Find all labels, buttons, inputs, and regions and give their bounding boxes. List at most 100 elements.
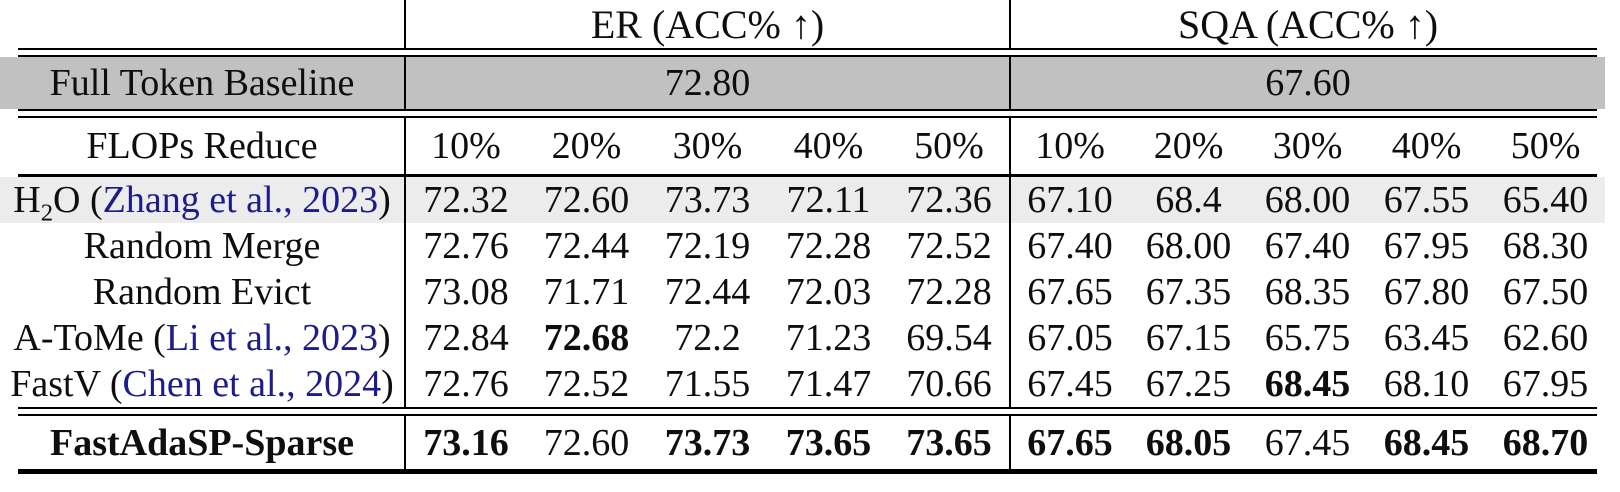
er-value-cell: 72.28 [906,271,992,313]
sqa-value-cell: 67.65 [1009,269,1130,315]
method-name-text: A-ToMe ( [13,317,166,359]
sqa-value-cell: 67.45 [1264,421,1351,464]
sqa-value-cell: 68.00 [1264,179,1351,221]
results-table: ER (ACC% ↑) SQA (ACC% ↑) Full Token Base… [0,0,1606,474]
single-rule [0,174,1605,177]
method-row-fastadasp-sparse: FastAdaSP-Sparse 73.16 72.60 73.73 73.65 73.6… [0,416,1605,469]
er-value-cell: 73.65 [785,421,872,464]
citation-link[interactable]: Li et al., 2023 [165,317,378,359]
method-label: FastAdaSP-Sparse [49,421,355,464]
method-row-h2o: H2O (Zhang et al., 2023) 72.32 72.60 73.73 7… [0,177,1606,223]
er-value-cell: 73.65 [906,421,992,464]
sqa-value-cell: 67.10 [1009,177,1130,223]
sqa-value-cell: 68.45 [1264,363,1351,405]
method-row-random-evict: Random Evict 73.08 71.71 72.44 72.03 72.28 67.… [0,269,1605,315]
baseline-er-value: 72.80 [403,57,1011,109]
er-value-cell: 70.66 [906,363,992,405]
er-section-header: ER (ACC% ↑) [403,0,1011,48]
sqa-value-cell: 68.70 [1502,421,1589,464]
method-name-text: Random Merge [83,225,321,267]
sqa-value-cell: 68.00 [1145,225,1232,267]
corner-empty-cell [0,0,405,48]
sqa-section-header: SQA (ACC% ↑) [1009,0,1606,48]
sqa-flops-level: 10% [1009,118,1130,174]
er-value-cell: 72.19 [664,225,751,267]
sqa-value-cell: 68.35 [1264,271,1351,313]
er-value-cell: 71.47 [785,363,872,405]
er-flops-level: 30% [672,125,743,167]
er-flops-level: 10% [404,118,526,174]
sqa-value-cell: 67.45 [1009,361,1130,407]
er-value-cell: 71.55 [664,363,751,405]
sqa-value-cell: 68.05 [1145,421,1232,464]
citation-link[interactable]: Zhang et al., 2023 [102,179,379,221]
method-row-random-merge: Random Merge 72.76 72.44 72.19 72.28 72.52 67.… [0,223,1605,269]
sqa-value-cell: 67.25 [1145,363,1232,405]
method-name-text: ) [378,179,391,221]
sqa-value-cell: 67.15 [1145,317,1232,359]
citation-link[interactable]: Chen et al., 2024 [122,363,382,405]
method-name-text: ) [377,317,391,359]
method-name-text: O ( [53,179,103,221]
er-flops-level: 40% [793,125,864,167]
sqa-flops-level: 30% [1272,125,1343,167]
sqa-value-cell: 68.4 [1155,179,1222,221]
er-value-cell: 72.44 [664,271,751,313]
method-label: H2O (Zhang et al., 2023) [0,177,405,223]
er-value-cell: 72.52 [906,225,992,267]
sqa-flops-level: 50% [1510,125,1581,167]
sqa-value-cell: 68.10 [1383,363,1470,405]
er-value-cell: 72.2 [674,317,741,359]
baseline-row: Full Token Baseline 72.80 67.60 [0,57,1606,109]
method-row-fastv: FastV (Chen et al., 2024) 72.76 72.52 71.55… [0,361,1605,407]
flops-header-row: FLOPs Reduce 10% 20% 30% 40% 50% 10% 20%… [0,118,1605,174]
er-value-cell: 72.76 [404,361,526,407]
er-value-cell: 72.84 [404,315,526,361]
baseline-sqa-value: 67.60 [1009,57,1606,109]
sqa-value-cell: 67.05 [1009,315,1130,361]
er-value-cell: 72.03 [785,271,872,313]
sqa-value-cell: 65.75 [1264,317,1351,359]
er-value-cell: 72.32 [404,177,526,223]
er-value-cell: 72.68 [543,317,630,359]
er-value-cell: 72.76 [404,223,526,269]
er-value-cell: 69.54 [906,317,992,359]
sqa-value-cell: 67.95 [1502,363,1589,405]
er-value-cell: 73.73 [664,179,751,221]
sqa-value-cell: 68.30 [1502,225,1589,267]
er-value-cell: 72.44 [543,225,630,267]
method-label: Random Merge [0,223,405,269]
method-name-text: 2 [40,199,54,223]
er-value-cell: 72.60 [543,421,630,464]
method-name-text: Random Evict [92,271,312,313]
er-value-cell: 72.52 [543,363,630,405]
sqa-value-cell: 62.60 [1502,317,1589,359]
er-value-cell: 72.11 [786,179,871,221]
er-flops-level: 50% [914,125,984,167]
section-header-row: ER (ACC% ↑) SQA (ACC% ↑) [0,0,1606,48]
sqa-value-cell: 67.35 [1145,271,1232,313]
double-rule [0,407,1605,416]
sqa-value-cell: 67.55 [1383,179,1470,221]
sqa-value-cell: 65.40 [1502,179,1589,221]
method-name-text: FastV ( [10,363,123,405]
sqa-value-cell: 67.40 [1009,223,1130,269]
method-name-text: ) [381,363,394,405]
sqa-value-cell: 67.40 [1264,225,1351,267]
flops-reduce-label: FLOPs Reduce [86,125,318,167]
er-value-cell: 73.73 [664,421,751,464]
method-label: Random Evict [0,269,405,315]
er-value-cell: 72.60 [543,179,630,221]
er-value-cell: 71.71 [543,271,630,313]
double-rule [0,48,1605,57]
er-value-cell: 72.28 [785,225,872,267]
sqa-flops-level: 20% [1153,125,1224,167]
er-value-cell: 73.16 [404,416,526,469]
sqa-value-cell: 67.50 [1502,271,1589,313]
sqa-value-cell: 63.45 [1383,317,1470,359]
er-value-cell: 71.23 [785,317,872,359]
sqa-value-cell: 68.45 [1383,421,1470,464]
er-flops-level: 20% [551,125,622,167]
method-row-a-tome: A-ToMe (Li et al., 2023) 72.84 72.68 72.2 71… [0,315,1605,361]
